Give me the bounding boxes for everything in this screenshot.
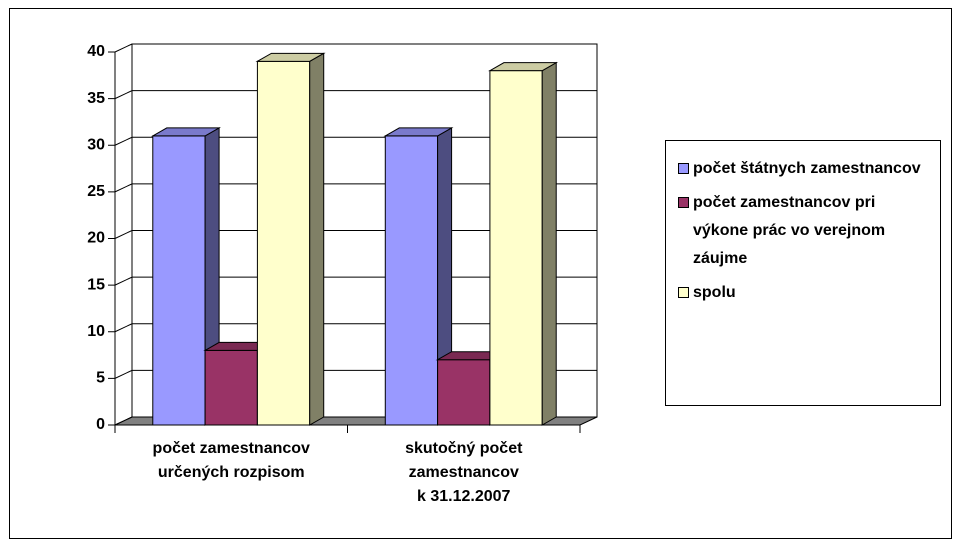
- legend: počet štátnych zamestnancov počet zamestn…: [665, 140, 941, 406]
- y-tick-label: 0: [96, 416, 105, 433]
- y-tick-label: 5: [96, 370, 105, 387]
- bar-top: [150, 127, 221, 137]
- legend-item: počet zamestnancov pri výkone prác vo ve…: [678, 189, 934, 273]
- legend-label: spolu: [693, 284, 736, 301]
- y-tick-label: 35: [87, 90, 105, 107]
- chart-frame: [9, 8, 952, 539]
- bar-front: [256, 60, 311, 426]
- legend-label: počet štátnych zamestnancov: [693, 160, 921, 177]
- bar-top: [255, 52, 326, 62]
- bar-top: [488, 62, 559, 72]
- y-tick-label: 15: [87, 276, 105, 293]
- legend-swatch: [678, 163, 689, 174]
- legend-item: počet štátnych zamestnancov: [678, 155, 934, 183]
- legend-item: spolu: [678, 279, 934, 307]
- y-tick-label: 10: [87, 323, 105, 340]
- bar-front: [204, 349, 258, 426]
- x-tick-label: skutočný počet zamestnancov k 31.12.2007: [405, 440, 523, 505]
- legend-label: počet zamestnancov pri výkone prác vo ve…: [693, 194, 886, 267]
- y-tick-label: 25: [87, 183, 105, 200]
- grid-line: [114, 90, 597, 100]
- bar-front: [152, 135, 206, 426]
- bar-front: [489, 70, 543, 426]
- bar-side: [309, 52, 325, 426]
- y-tick-label: 20: [87, 230, 105, 247]
- y-tick-label: 30: [87, 136, 105, 153]
- bar-top: [383, 127, 454, 137]
- bar-side: [541, 61, 557, 426]
- grid-line: [114, 43, 597, 53]
- x-tick-label: počet zamestnancov určených rozpisom: [152, 440, 310, 481]
- y-tick-label: 40: [87, 43, 105, 60]
- bar-front: [384, 135, 439, 426]
- legend-swatch: [678, 197, 689, 208]
- legend-swatch: [678, 287, 689, 298]
- bar-front: [437, 359, 491, 426]
